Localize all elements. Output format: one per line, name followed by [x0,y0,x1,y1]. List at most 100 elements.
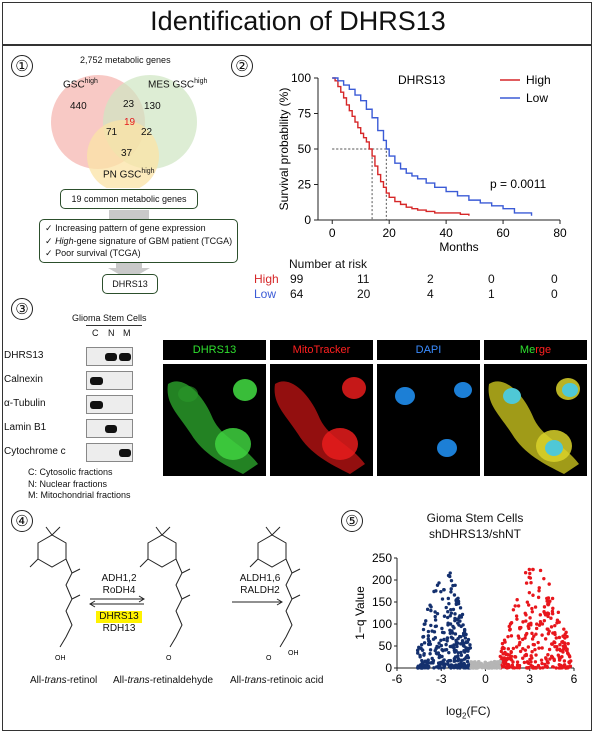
volcano-point-up [554,636,558,640]
volcano-point-down [442,637,446,642]
volcano-point-down [429,608,433,613]
volcano-x-tick-label: 0 [482,672,489,686]
criterion-gene-signature: ✓ High-gene signature of GBM patient (TC… [45,235,233,246]
band-calnexin-c [90,377,103,385]
volcano-point-down [428,652,432,656]
panel-2-number: ② [231,55,253,77]
risk-high-20: 11 [357,272,370,286]
volcano-point-up [545,596,549,601]
volcano-point-up [514,614,519,618]
volcano-point-down [433,614,437,619]
lane-label-m: M [123,328,131,338]
risk-low-20: 20 [357,287,371,301]
volcano-point-down [446,596,451,601]
volcano-point-down [426,634,431,638]
risk-low-40: 4 [427,287,434,301]
enzyme-aldh: ALDH1,6 [239,573,281,584]
risk-high-0: 99 [290,272,304,286]
microscopy-panel: DHRS13 MitoTracker DAPI Merge [163,340,587,480]
volcano-point-up [515,663,520,667]
volcano-point-up [519,625,523,630]
volcano-point-down [466,649,470,653]
risk-low-80: 0 [551,287,558,301]
volcano-point-down [465,654,470,658]
volcano-point-down [454,638,458,643]
blot-label-calnexin: Calnexin [4,374,43,385]
volcano-point-down [440,654,444,659]
volcano-point-down [451,636,455,641]
volcano-point-up [547,582,551,586]
volcano-point-down [453,612,457,616]
venn-count-gsc-only: 440 [70,101,87,112]
volcano-point-not-significant [486,661,490,666]
volcano-y-axis-label: 1−q Value [353,586,367,640]
volcano-point-down [439,638,443,642]
volcano-point-up [557,635,562,640]
micro-label-merge: Merge [484,340,587,360]
volcano-point-down [418,664,422,668]
criterion-expression: ✓ Increasing pattern of gene expression [45,223,206,233]
volcano-plot: 0 50 100 150 200 250 -6 -3 0 3 6 1−q Value [353,551,578,686]
volcano-point-down [433,610,437,614]
volcano-point-down [462,627,467,632]
blot-label-dhrs13: DHRS13 [4,350,44,361]
volcano-point-up [548,657,552,661]
volcano-y-tick-label: 0 [385,661,392,675]
flow-arrow-2 [108,262,150,280]
volcano-point-up [515,598,519,602]
volcano-point-up [528,657,532,662]
volcano-point-down [460,639,465,643]
volcano-point-down [441,648,445,653]
volcano-point-up [565,648,569,653]
risk-low-60: 1 [488,287,495,301]
volcano-point-up [500,641,505,646]
volcano-point-up [546,614,550,619]
volcano-point-down [446,662,450,666]
volcano-point-down [445,636,450,640]
km-legend-label-low: Low [526,91,548,105]
volcano-point-down [429,605,433,609]
volcano-point-up [565,665,569,669]
km-x-axis-label: Months [439,240,478,254]
volcano-point-up [531,567,535,572]
volcano-point-down [453,650,457,654]
volcano-point-not-significant [474,666,479,670]
volcano-point-up [556,653,561,657]
volcano-point-up [566,641,570,646]
volcano-point-down [419,643,424,647]
volcano-point-up [540,661,544,666]
band-laminb1-n [105,425,117,433]
volcano-point-up [542,618,547,623]
volcano-point-up [517,666,522,670]
venn-label-gsc: GSChigh [63,78,98,91]
lane-label-c: C [92,328,99,338]
volcano-point-down [430,656,434,661]
volcano-point-not-significant [476,659,481,664]
volcano-point-down [429,623,433,628]
venn-diagram [38,64,218,192]
volcano-point-not-significant [480,663,484,667]
volcano-point-up [536,663,541,668]
criteria-box: ✓ Increasing pattern of gene expression … [39,219,238,263]
volcano-point-up [523,654,527,658]
volcano-point-up [530,610,535,614]
volcano-point-down [459,650,463,655]
retinoic-acid-o: O [266,655,272,662]
volcano-point-not-significant [483,660,487,665]
volcano-point-up [528,571,532,576]
volcano-point-up [513,604,517,608]
venn-header: 2,752 metabolic genes [80,55,171,65]
volcano-point-down [447,650,451,655]
volcano-point-up [536,595,541,600]
volcano-point-down [439,660,443,665]
volcano-point-up [552,658,557,663]
volcano-point-up [532,634,536,638]
volcano-point-down [428,648,433,652]
micrograph-dapi-nuclei [395,382,472,457]
volcano-point-up [509,634,514,638]
volcano-point-down [433,618,438,622]
volcano-point-down [442,658,446,662]
volcano-point-down [424,666,428,670]
km-y-tick-label: 100 [291,71,311,85]
